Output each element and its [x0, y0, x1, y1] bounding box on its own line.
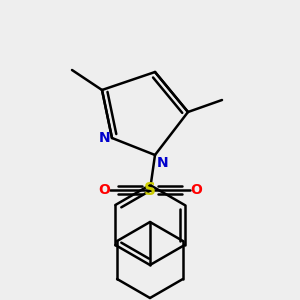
Text: O: O	[98, 183, 110, 197]
Text: N: N	[157, 156, 169, 170]
Text: O: O	[190, 183, 202, 197]
Text: N: N	[98, 131, 110, 145]
Text: S: S	[144, 181, 156, 199]
